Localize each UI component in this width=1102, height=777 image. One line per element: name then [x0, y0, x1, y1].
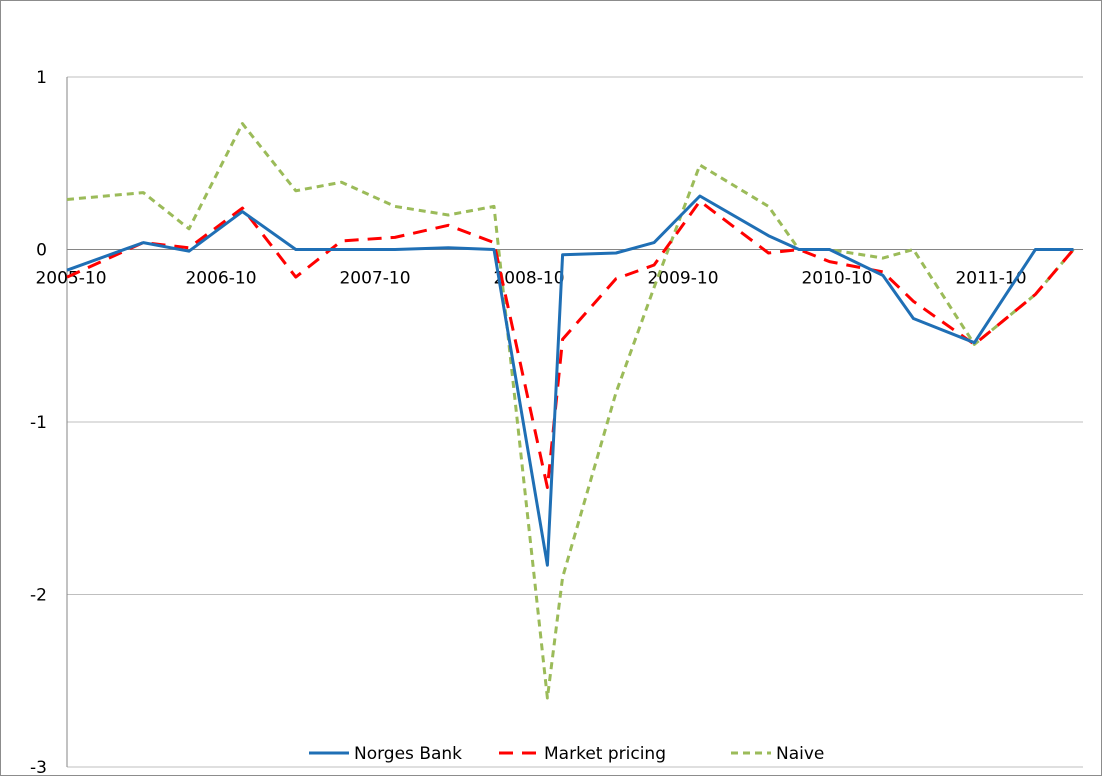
- legend-label: Norges Bank: [354, 744, 462, 764]
- series-line-norges-bank: [66, 194, 1074, 567]
- legend-label: Market pricing: [544, 744, 666, 764]
- y-tick-label: -2: [30, 586, 47, 606]
- y-tick-label: 1: [36, 68, 47, 88]
- series-line-naive: [66, 122, 1075, 700]
- y-tick-label: 0: [36, 241, 47, 261]
- series-line-market-pricing: [66, 199, 1075, 489]
- x-tick-label: 2011-10: [955, 269, 1026, 289]
- x-tick-label: 2008-10: [493, 269, 564, 289]
- x-tick-label: 2010-10: [801, 269, 872, 289]
- x-tick-label: 2007-10: [339, 269, 410, 289]
- x-tick-label: 2005-10: [35, 269, 106, 289]
- x-tick-label: 2009-10: [647, 269, 718, 289]
- x-tick-label: 2006-10: [185, 269, 256, 289]
- y-tick-label: -1: [30, 413, 47, 433]
- y-tick-label: -3: [30, 758, 47, 777]
- legend-label: Naive: [776, 744, 824, 764]
